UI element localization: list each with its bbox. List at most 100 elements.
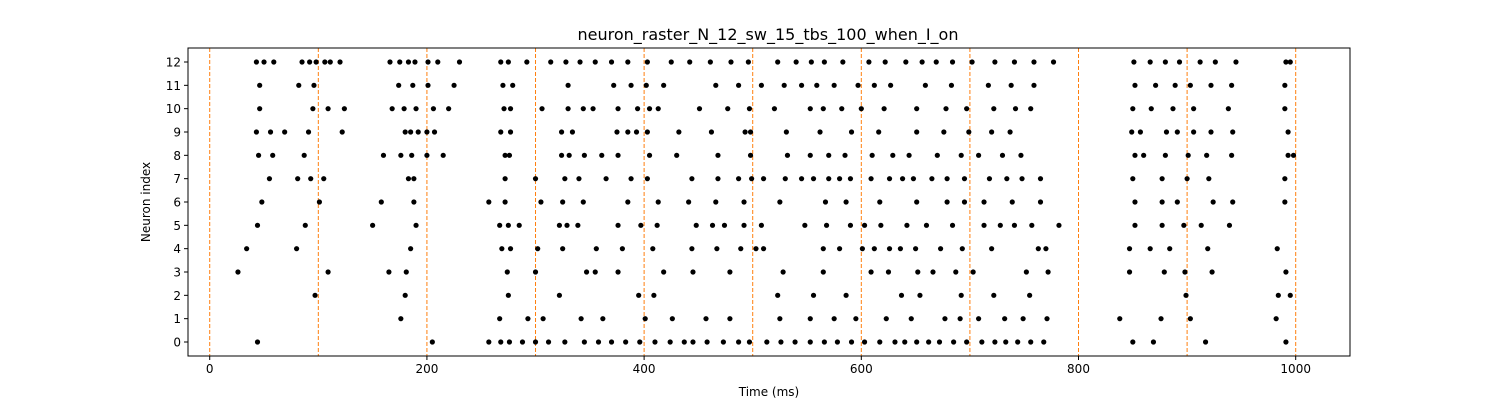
spike-n12-t566 <box>821 59 827 65</box>
spike-n1-t426 <box>669 316 675 322</box>
spike-n5-t603 <box>861 222 868 228</box>
spike-n6-t679 <box>944 199 950 205</box>
spike-n0-t591 <box>848 339 855 345</box>
spike-n9-t385 <box>625 129 631 135</box>
spike-n6-t695 <box>961 199 968 205</box>
spike-n0-t345 <box>581 339 587 345</box>
spike-n12-t106 <box>322 59 328 65</box>
spike-n8-t176 <box>398 152 404 158</box>
spike-n4-t503 <box>753 246 759 252</box>
spike-n4-t467 <box>714 246 720 252</box>
spike-n1-t691 <box>957 316 963 322</box>
spike-n9-t393 <box>633 129 640 135</box>
spike-n3-t528 <box>780 269 786 275</box>
spike-n0-t358 <box>595 339 602 345</box>
spike-n8-t186 <box>409 152 415 158</box>
spike-n5-t492 <box>741 222 747 228</box>
spike-n10-t678 <box>943 106 949 112</box>
spike-n4-t269 <box>499 246 505 252</box>
spike-n9-t69 <box>282 129 288 135</box>
spike-n0-t733 <box>1003 339 1009 345</box>
spike-n10-t850 <box>1130 106 1136 112</box>
spike-n9-t891 <box>1174 129 1180 135</box>
spike-n0-t205 <box>429 339 435 345</box>
spike-n0-t497 <box>746 339 753 345</box>
spike-n4-t565 <box>820 246 826 252</box>
spike-n3-t165 <box>386 269 392 275</box>
spike-n10-t344 <box>580 106 586 112</box>
spike-n11-t508 <box>758 82 764 88</box>
spike-n10-t271 <box>501 106 507 112</box>
spike-n4-t720 <box>989 246 995 252</box>
spike-n1-t903 <box>1187 316 1193 322</box>
spike-n10-t46 <box>257 106 263 112</box>
spike-n0-t327 <box>562 339 568 345</box>
spike-n5-t285 <box>516 222 522 228</box>
spike-n0-t268 <box>498 339 504 345</box>
spike-n3-t898 <box>1182 269 1188 275</box>
spike-n7-t850 <box>1130 176 1136 182</box>
spike-n3-t923 <box>1209 269 1215 275</box>
spike-n3-t479 <box>727 269 733 275</box>
spike-n3-t347 <box>583 269 590 275</box>
spike-n2-t395 <box>636 292 642 298</box>
spike-n8-t430 <box>674 152 680 158</box>
spike-n8-t532 <box>784 152 791 158</box>
spike-n1-t401 <box>642 316 648 322</box>
spike-n10-t756 <box>1028 106 1034 112</box>
spike-n11-t559 <box>814 82 820 88</box>
spike-n6-t101 <box>316 199 323 205</box>
spike-n7-t55 <box>266 176 273 182</box>
spike-n11-t466 <box>713 82 719 88</box>
spike-n7-t990 <box>1282 176 1288 182</box>
spike-n1-t708 <box>975 316 982 322</box>
x-tick-label-800: 800 <box>1067 362 1090 376</box>
spike-n12-t945 <box>1233 59 1239 65</box>
spike-n0-t437 <box>681 339 687 345</box>
spike-n12-t583 <box>840 59 846 65</box>
spike-n10-t497 <box>746 106 753 112</box>
spike-n11-t372 <box>611 82 617 88</box>
spike-n8-t585 <box>842 152 848 158</box>
spike-n2-t322 <box>556 292 563 298</box>
spike-n5-t728 <box>997 222 1003 228</box>
spike-n4-t580 <box>836 246 843 252</box>
spike-n7-t734 <box>1004 176 1010 182</box>
spike-n4-t601 <box>859 246 865 252</box>
spike-n12-t851 <box>1131 59 1137 65</box>
spike-n5-t267 <box>497 222 503 228</box>
spike-n8-t276 <box>506 152 513 158</box>
spike-n10-t477 <box>725 106 731 112</box>
spike-n10-t277 <box>507 106 514 112</box>
spike-n0-t553 <box>807 339 813 345</box>
spike-n5-t448 <box>693 222 699 228</box>
spike-n2-t586 <box>843 292 849 298</box>
spike-n5-t590 <box>847 222 854 228</box>
spike-n12-t314 <box>548 59 554 65</box>
spike-n4-t847 <box>1126 246 1133 252</box>
spike-n7-t580 <box>836 176 843 182</box>
spike-n4-t763 <box>1035 246 1041 252</box>
spike-n3-t847 <box>1126 269 1133 275</box>
spike-n8-t553 <box>807 152 813 158</box>
spike-n8-t730 <box>999 152 1006 158</box>
spike-n9-t192 <box>415 129 421 135</box>
spike-n12-t355 <box>592 59 598 65</box>
spike-n8-t361 <box>599 152 605 158</box>
spike-n0-t445 <box>690 339 696 345</box>
spike-n10-t520 <box>771 106 778 112</box>
spike-n3-t687 <box>953 269 959 275</box>
spike-n11-t545 <box>798 82 805 88</box>
spike-n2-t692 <box>958 292 964 298</box>
spike-n8-t405 <box>646 152 653 158</box>
spike-n0-t288 <box>519 339 526 345</box>
y-axis-label: Neuron index <box>139 162 153 242</box>
spike-n11-t627 <box>888 82 894 88</box>
spike-n0-t756 <box>1028 339 1034 345</box>
spike-n11-t388 <box>628 82 634 88</box>
spike-n8-t692 <box>958 152 964 158</box>
spike-n10-t394 <box>634 106 641 112</box>
spike-n8-t880 <box>1162 152 1168 158</box>
spike-n5-t548 <box>802 222 808 228</box>
spike-n6-t344 <box>580 199 586 205</box>
